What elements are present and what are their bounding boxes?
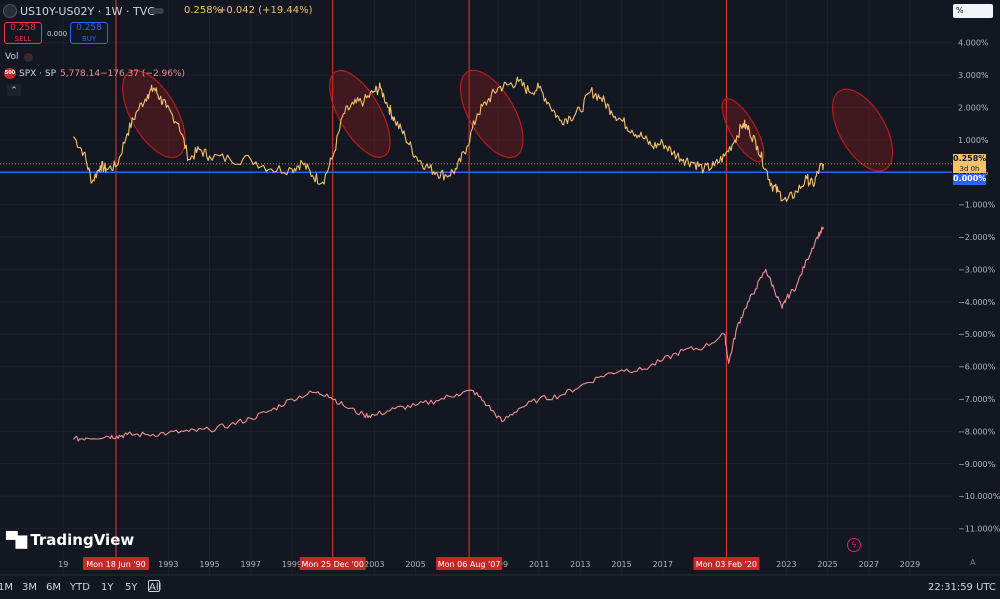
calendar-icon[interactable] [148,580,160,592]
x-tick-label: 2015 [611,560,631,569]
date-marker-label: Mon 25 Dec '00 [301,560,364,569]
x-tick-label: 1999 [282,560,302,569]
date-marker-label-bg [436,557,503,570]
x-tick-label: 1993 [158,560,178,569]
buy-label: BUY [81,35,97,43]
visibility-toggle-icon[interactable] [150,8,164,14]
y-tick-label: −8.000% [958,427,996,436]
highlight-ellipse[interactable] [110,61,198,168]
highlight-ellipse[interactable] [715,93,772,167]
y-tick-label: 4.000% [958,39,989,48]
y-tick-label: −4.000% [958,298,996,307]
volume-label[interactable]: Vol [5,52,19,62]
symbol-icon [3,4,17,18]
percent-scale-menu[interactable]: % [953,4,993,18]
y-axis-panel[interactable] [952,0,1000,575]
date-marker-layer [115,0,727,558]
sell-button[interactable]: 0.258 SELL [4,22,42,44]
date-marker-label-bg [299,557,366,570]
date-marker-labels: Mon 18 Jun '90 Mon 25 Dec '00 Mon 06 Aug '… [82,557,760,570]
y-tick-label: −7.000% [958,395,996,404]
clock: 22:31:59 UTC [928,582,996,593]
lightning-icon[interactable]: ϟ [847,538,861,552]
y-tick-label: −2.000% [958,233,996,242]
x-tick-label: 2023 [776,560,796,569]
spread-value: 0.000 [47,30,68,38]
highlight-ellipse[interactable] [448,61,536,168]
timeframe-button-all[interactable]: All [149,582,162,593]
axis-settings-icon[interactable]: A [970,558,976,567]
x-tick-label: 2025 [817,560,837,569]
volume-alert-icon[interactable] [24,53,33,62]
timeframe-button-ytd[interactable]: YTD [70,582,90,593]
y-tick-label: −1.000% [958,201,996,210]
x-tick-label: 1997 [241,560,261,569]
y-axis-labels: 4.000%3.000%2.000%1.000%0.000%−1.000%−2.… [958,39,1000,534]
buy-price: 0.258 [76,23,102,33]
y-tick-label: −3.000% [958,265,996,274]
zero-price-badge: 0.000% [953,174,987,186]
timeframe-button-6m[interactable]: 6M [46,582,61,593]
y-tick-label: −11.000% [958,525,1000,534]
x-tick-label: 2011 [529,560,549,569]
grid-layer [0,0,952,575]
x-tick-label: 1995 [199,560,219,569]
x-tick-label: 2003 [364,560,384,569]
x-tick-label: 2005 [405,560,425,569]
series-layer [73,76,824,442]
x-tick-label: 2017 [653,560,673,569]
sell-label: SELL [14,35,32,43]
highlight-ellipse[interactable] [318,62,402,167]
date-marker-label: Mon 18 Jun '90 [86,560,146,569]
tradingview-logo: ▀▆ TradingView [6,531,134,549]
x-axis-labels: 1919931995199719992003200520092011201320… [58,560,920,569]
header-value: 0.258% [184,5,223,16]
current-price-badge: 0.258% 3d 0h [953,153,987,173]
sell-price: 0.258 [10,23,36,33]
buy-button[interactable]: 0.258 BUY [70,22,108,44]
header-change: +0.042 (+19.44%) [218,5,313,16]
spx-value: 5,778.14 [60,69,101,79]
highlight-ellipse-layer [110,61,905,181]
y-tick-label: −5.000% [958,330,996,339]
highlight-ellipse[interactable] [820,80,905,181]
timeframe-button-1y[interactable]: 1Y [101,582,114,593]
symbol-title[interactable]: US10Y-US02Y · 1W · TVC [20,5,155,18]
y-tick-label: 1.000% [958,136,989,145]
collapse-chevron-icon[interactable]: ⌃ [7,84,21,96]
y-tick-label: −10.000% [958,492,1000,501]
y-tick-label: −6.000% [958,363,996,372]
date-marker-label: Mon 03 Feb '20 [696,560,757,569]
spx-logo-icon: 500 [4,68,16,79]
timeframe-button-3m[interactable]: 3M [22,582,37,593]
date-marker-label: Mon 06 Aug '07 [438,560,501,569]
x-tick-label: 2013 [570,560,590,569]
x-tick-label: 2027 [859,560,879,569]
timeframe-button-5y[interactable]: 5Y [125,582,138,593]
spx-label[interactable]: SPX · SP [19,69,57,79]
spx-change: −176.37 (−2.96%) [100,69,186,79]
countdown-label: 3d 0h [959,164,980,173]
series-line-spx[interactable] [73,226,824,442]
x-tick-label: 19 [58,560,68,569]
date-marker-label-bg [82,557,149,570]
timeframe-button-1m[interactable]: 1M [0,582,13,593]
y-tick-label: 3.000% [958,71,989,80]
x-tick-label: 2029 [900,560,920,569]
y-tick-label: 2.000% [958,103,989,112]
y-tick-label: −9.000% [958,460,996,469]
date-marker-label-bg [693,557,760,570]
tv-logo-icon: ▀▆ [6,531,27,549]
tradingview-logo-text: TradingView [30,531,135,549]
series-line-yield-curve[interactable] [73,76,824,202]
current-price-value: 0.258% [953,153,987,163]
